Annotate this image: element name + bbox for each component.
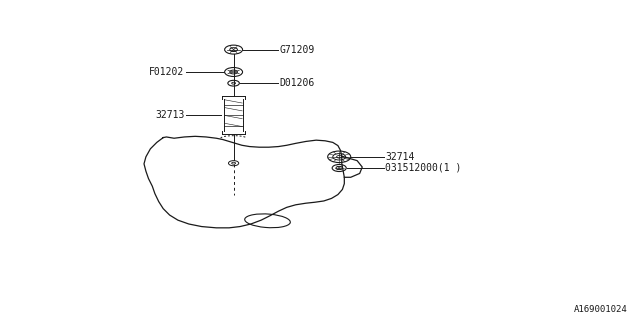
Text: F01202: F01202	[149, 67, 184, 77]
Text: G71209: G71209	[280, 44, 315, 55]
Text: 32714: 32714	[385, 152, 415, 162]
Text: A169001024: A169001024	[573, 305, 627, 314]
Text: 32713: 32713	[155, 110, 184, 120]
Text: 031512000(1 ): 031512000(1 )	[385, 163, 461, 173]
Text: D01206: D01206	[280, 78, 315, 88]
